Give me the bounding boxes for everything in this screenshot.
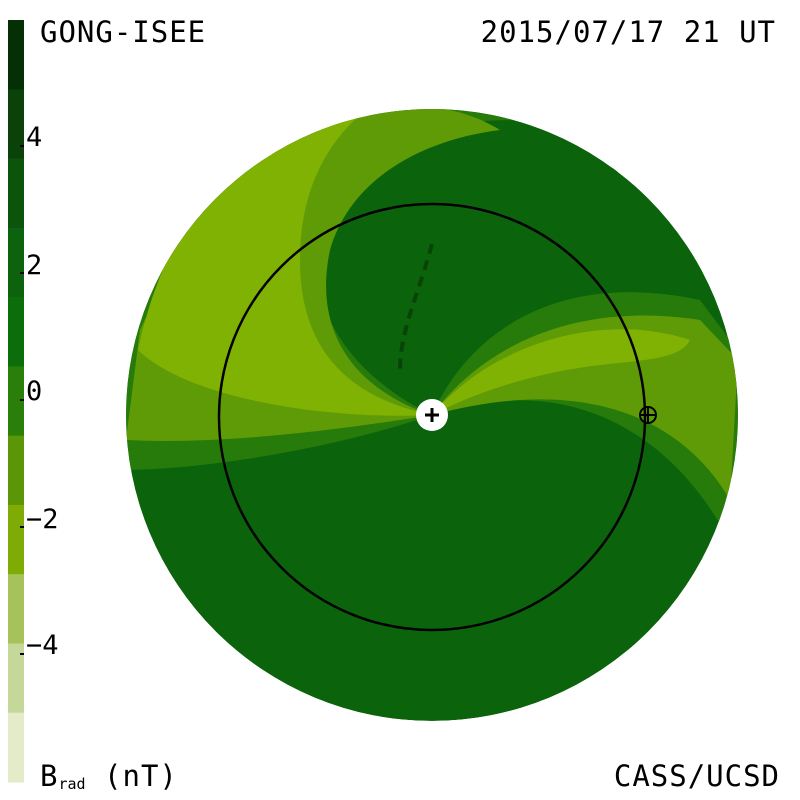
earth-orbit-circle bbox=[217, 202, 647, 632]
positive-wedge-top bbox=[391, 160, 620, 415]
colorbar-swatch bbox=[8, 297, 24, 367]
colorbar-tick-label: 2 bbox=[26, 250, 43, 281]
colorbar-label: Brad (nT) bbox=[40, 762, 178, 792]
colorbar-swatch bbox=[8, 158, 24, 229]
colorbar-swatch bbox=[8, 712, 24, 783]
timestamp-label: 2015/07/17 21 UT bbox=[480, 15, 776, 49]
credit-label: CASS/UCSD bbox=[613, 759, 780, 793]
colorbar-swatch bbox=[8, 504, 24, 575]
colorbar-tick-label: 4 bbox=[26, 122, 43, 153]
colorbar-swatch bbox=[8, 227, 24, 298]
colorbar-swatch bbox=[8, 89, 24, 160]
spacecraft-track bbox=[398, 243, 434, 371]
colorbar-tick-marks bbox=[20, 145, 24, 655]
colorbar-tick-label: −2 bbox=[26, 504, 59, 535]
colorbar bbox=[8, 20, 24, 783]
negative-arm-inner bbox=[432, 329, 690, 415]
colorbar-swatch bbox=[8, 574, 24, 644]
colorbar-unit: (nT) bbox=[104, 759, 178, 793]
colorbar-swatch bbox=[8, 435, 24, 506]
colorbar-tick-label: −4 bbox=[26, 630, 59, 661]
earth-icon bbox=[639, 406, 657, 424]
colorbar-tick-label: 0 bbox=[26, 376, 43, 407]
colorbar-swatch bbox=[8, 20, 24, 90]
colorbar-symbol: B bbox=[40, 759, 59, 793]
sun-plus-icon bbox=[416, 399, 448, 431]
colorbar-swatch bbox=[8, 366, 24, 437]
source-label: GONG-ISEE bbox=[40, 15, 207, 49]
colorbar-subscript: rad bbox=[58, 775, 86, 793]
colorbar-swatch bbox=[8, 643, 24, 714]
